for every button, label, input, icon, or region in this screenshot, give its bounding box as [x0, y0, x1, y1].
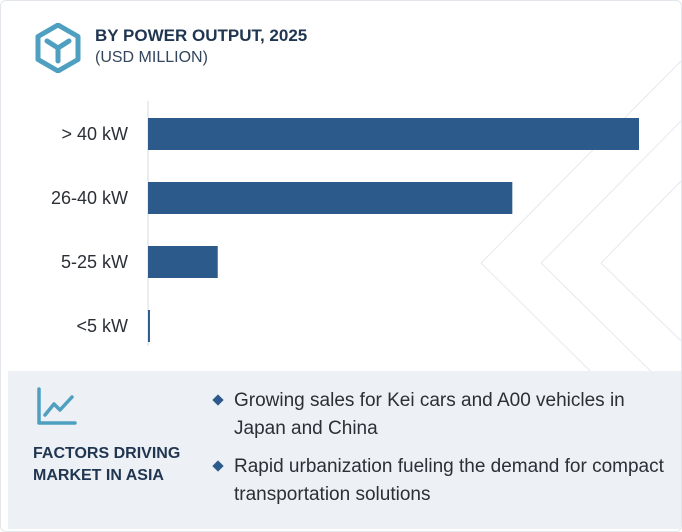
chart-title: BY POWER OUTPUT, 2025	[95, 26, 308, 45]
list-item: Rapid urbanization fueling the demand fo…	[212, 453, 668, 509]
line-chart-icon	[37, 387, 77, 425]
factors-list: Growing sales for Kei cars and A00 vehic…	[212, 387, 668, 519]
bar-2	[148, 246, 218, 278]
category-label-1: 26-40 kW	[51, 188, 128, 208]
bar-3	[148, 310, 150, 342]
bullet-text: Growing sales for Kei cars and A00 vehic…	[234, 390, 625, 439]
bar-1	[148, 182, 513, 214]
chart-subtitle: (USD MILLION)	[95, 49, 208, 66]
factors-panel: FACTORS DRIVING MARKET IN ASIA Growing s…	[8, 371, 681, 529]
bar-chart: > 40 kW 26-40 kW 5-25 kW <5 kW	[51, 101, 639, 346]
category-label-0: > 40 kW	[61, 124, 128, 144]
factors-label: FACTORS DRIVING MARKET IN ASIA	[33, 445, 181, 484]
diamond-bullet-icon	[212, 460, 224, 472]
category-label-3: <5 kW	[76, 316, 128, 336]
bar-0	[148, 118, 639, 150]
list-item: Growing sales for Kei cars and A00 vehic…	[212, 387, 668, 443]
bullet-text: Rapid urbanization fueling the demand fo…	[234, 456, 664, 505]
cube-logo-icon	[35, 23, 81, 73]
diamond-bullet-icon	[212, 394, 224, 406]
category-label-2: 5-25 kW	[61, 252, 128, 272]
